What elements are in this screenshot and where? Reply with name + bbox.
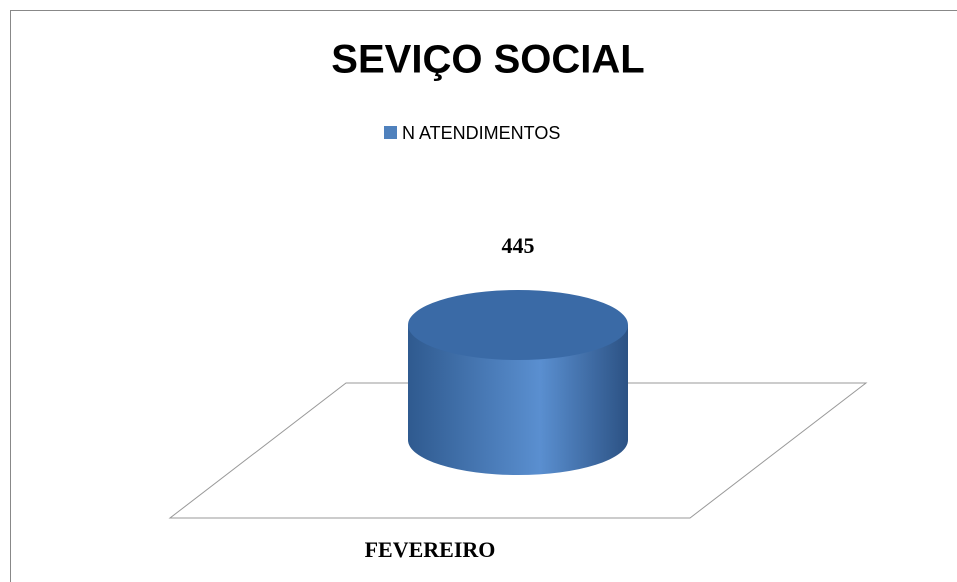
chart-title: SEVIÇO SOCIAL: [331, 38, 644, 82]
plot: FEVEREIRO 445: [365, 233, 628, 562]
cylinder-top: [408, 290, 628, 360]
data-label: 445: [502, 233, 535, 258]
cylinder-bar: [408, 325, 628, 475]
legend-swatch: [384, 126, 397, 139]
legend: N ATENDIMENTOS: [384, 123, 560, 143]
x-tick-label: FEVEREIRO: [365, 537, 496, 562]
legend-label: N ATENDIMENTOS: [402, 123, 560, 143]
